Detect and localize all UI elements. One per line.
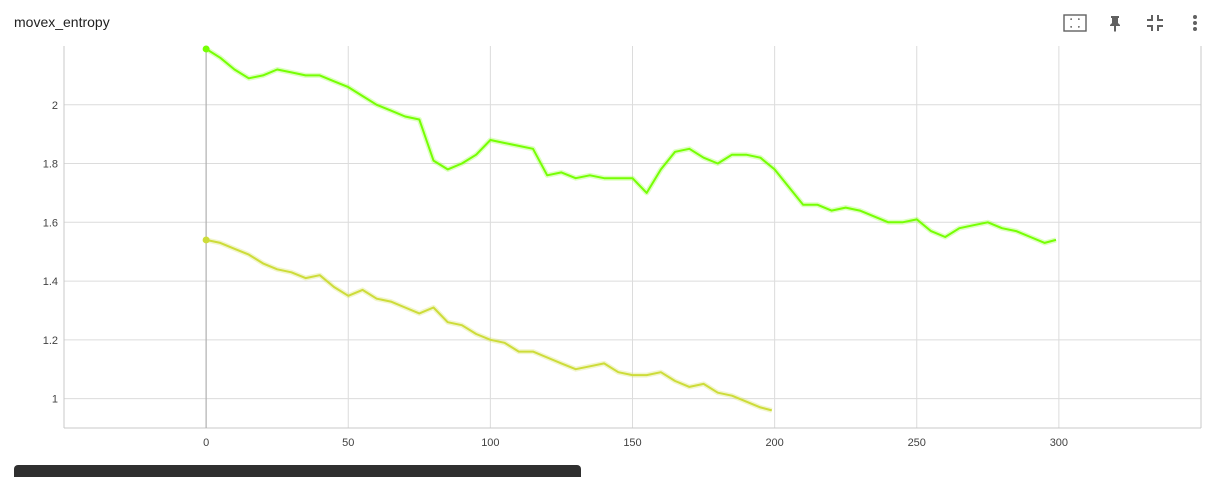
y-tick-label: 1.4	[43, 276, 58, 288]
x-tick-label: 250	[908, 437, 926, 449]
collapse-icon	[1147, 15, 1163, 31]
collapse-button[interactable]	[1142, 10, 1168, 36]
pin-button[interactable]	[1102, 10, 1128, 36]
x-tick-label: 300	[1050, 437, 1068, 449]
line-chart[interactable]: 0 50 100 150 200 250 300 1 1.2 1.4 1.6 1.8 2	[0, 44, 1220, 456]
y-tick-label: 1.8	[43, 159, 58, 171]
x-tick-label: 150	[623, 437, 641, 449]
card-toolbar	[1048, 10, 1208, 36]
card-title: movex_entropy	[14, 14, 110, 30]
fit-domain-icon	[1063, 14, 1087, 32]
series-lines	[202, 45, 1057, 413]
bottom-tooltip-bar	[14, 465, 581, 477]
x-tick-label: 200	[765, 437, 783, 449]
grid-lines	[64, 46, 1201, 428]
series-1-raw-shadow	[204, 46, 1057, 246]
pin-icon	[1110, 16, 1120, 32]
more-vert-icon	[1193, 15, 1197, 31]
series-2-line	[205, 238, 773, 412]
more-options-button[interactable]	[1182, 10, 1208, 36]
series-1-start-point	[202, 45, 210, 53]
tick-labels: 0 50 100 150 200 250 300 1 1.2 1.4 1.6 1.8 2	[43, 100, 1068, 449]
series-2-start-point	[202, 236, 210, 244]
x-tick-label: 0	[203, 437, 209, 449]
chart-container[interactable]: 0 50 100 150 200 250 300 1 1.2 1.4 1.6 1.8 2	[0, 44, 1220, 456]
card-header: movex_entropy	[0, 0, 1220, 44]
series-1-line	[205, 48, 1057, 244]
x-tick-label: 100	[481, 437, 499, 449]
y-tick-label: 1.2	[43, 335, 58, 347]
x-tick-label: 50	[342, 437, 354, 449]
y-tick-label: 1.6	[43, 217, 58, 229]
y-tick-label: 1	[52, 394, 58, 406]
y-tick-label: 2	[52, 100, 58, 112]
fit-domain-button[interactable]	[1062, 10, 1088, 36]
